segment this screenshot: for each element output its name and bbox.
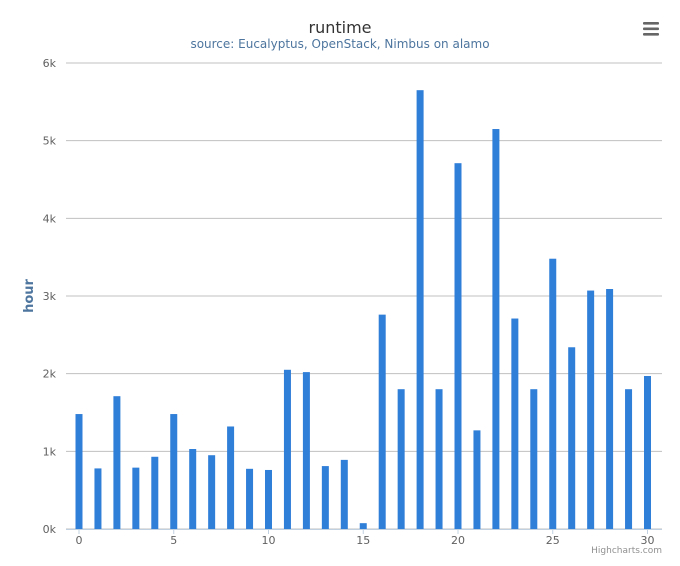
y-tick-label: 6k <box>43 57 57 70</box>
bar[interactable] <box>530 389 538 529</box>
bar[interactable] <box>208 455 216 529</box>
bar[interactable] <box>227 426 235 529</box>
bar[interactable] <box>397 389 405 529</box>
y-tick-label: 0k <box>43 523 57 536</box>
chart-subtitle: source: Eucalyptus, OpenStack, Nimbus on… <box>190 37 489 51</box>
chart-title: runtime <box>308 18 371 37</box>
bar[interactable] <box>321 466 329 529</box>
bar[interactable] <box>265 469 272 529</box>
x-tick-label: 5 <box>170 534 177 547</box>
bar[interactable] <box>568 347 576 529</box>
bar[interactable] <box>132 467 140 529</box>
y-tick-label: 4k <box>43 212 57 225</box>
bars <box>75 90 651 529</box>
bar[interactable] <box>359 523 367 529</box>
bar[interactable] <box>492 129 500 529</box>
y-tick-label: 1k <box>43 445 57 458</box>
bar[interactable] <box>587 290 595 529</box>
x-tick-label: 25 <box>546 534 560 547</box>
x-tick-label: 10 <box>262 534 276 547</box>
x-tick-label: 20 <box>451 534 465 547</box>
y-tick-label: 2k <box>43 368 57 381</box>
bar[interactable] <box>302 372 310 529</box>
bar[interactable] <box>435 389 443 529</box>
bar[interactable] <box>511 318 519 529</box>
export-menu-button[interactable] <box>638 18 664 40</box>
bar[interactable] <box>473 430 481 529</box>
bar[interactable] <box>378 314 386 529</box>
bar[interactable] <box>151 456 159 529</box>
bar[interactable] <box>416 90 424 529</box>
bar[interactable] <box>75 414 83 529</box>
bar[interactable] <box>625 389 633 529</box>
bar[interactable] <box>170 414 178 529</box>
x-tick-label: 30 <box>641 534 655 547</box>
credits-link[interactable]: Highcharts.com <box>591 546 662 556</box>
bar[interactable] <box>454 163 462 529</box>
bar[interactable] <box>189 449 197 529</box>
bar[interactable] <box>283 369 291 529</box>
y-axis-ticks: 0k 1k 2k 3k 4k 5k 6k <box>43 57 57 536</box>
bar[interactable] <box>94 468 102 529</box>
bar[interactable] <box>606 289 614 529</box>
bar[interactable] <box>644 375 651 529</box>
x-tick-label: 0 <box>76 534 83 547</box>
y-tick-label: 5k <box>43 135 57 148</box>
bar[interactable] <box>113 396 121 529</box>
bar[interactable] <box>340 459 348 529</box>
x-axis-ticks: 0 5 10 15 20 25 30 <box>66 529 662 547</box>
x-tick-label: 15 <box>356 534 370 547</box>
y-axis-label: hour <box>22 278 37 312</box>
bar[interactable] <box>246 468 254 529</box>
hamburger-menu-icon <box>643 22 659 36</box>
bar[interactable] <box>549 258 557 529</box>
y-tick-label: 3k <box>43 290 57 303</box>
